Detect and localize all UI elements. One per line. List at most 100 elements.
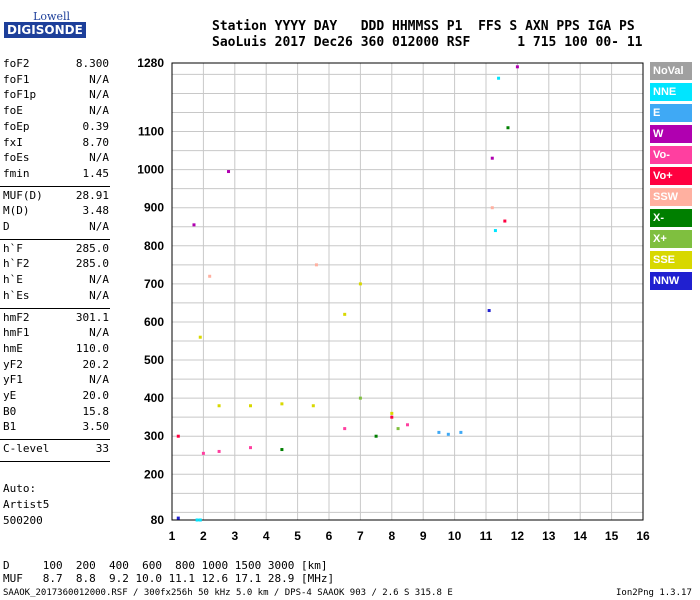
y-tick-label: 1100 [138,125,164,139]
param-name: fxI [3,135,23,149]
param-row: hmF2 301.1 [3,311,109,325]
data-point [390,411,394,415]
y-tick-label: 300 [144,429,164,443]
param-name: fmin [3,166,30,180]
x-tick-label: 14 [574,529,588,543]
param-name: foEs [3,151,30,165]
logo-line2: DIGISONDE [4,22,86,38]
x-tick-label: 2 [200,529,207,543]
param-name: hmF2 [3,310,30,324]
param-row: fxI 8.70 [3,136,109,150]
legend-item: X+ [650,230,692,248]
param-row: h`Es N/A [3,289,109,303]
data-point [343,312,347,316]
param-name: foE [3,104,23,118]
param-name: foF2 [3,57,30,70]
param-value: 8.300 [75,57,109,70]
y-tick-label: 1280 [137,56,164,70]
param-row: foEp 0.39 [3,120,109,134]
data-point [227,170,231,174]
data-point [503,219,507,223]
data-point [198,335,202,339]
data-point [374,434,378,438]
y-tick-label: 700 [144,277,164,291]
data-point [176,434,180,438]
param-value: N/A [89,288,109,302]
data-point [176,516,180,520]
legend-item: X- [650,209,692,227]
data-point [437,430,441,434]
param-row: hmF1 N/A [3,326,109,340]
y-tick-label: 900 [144,201,164,215]
lowell-digisonde-logo: Lowell DIGISONDE [4,10,86,40]
param-separator [0,439,110,441]
data-point [446,432,450,436]
data-point [217,404,221,408]
param-separator [0,307,110,309]
x-tick-label: 9 [420,529,427,543]
param-name: B0 [3,404,17,418]
param-value: N/A [89,220,109,233]
y-tick-label: 80 [151,513,165,527]
param-name: foEp [3,119,30,133]
param-value: N/A [89,373,109,387]
data-point [314,263,318,267]
param-name: h`F2 [3,257,30,271]
param-name: yE [3,389,17,402]
y-tick-label: 500 [144,353,164,367]
param-separator [0,460,110,462]
header-row2: SaoLuis 2017 Dec26 360 012000 RSF 1 715 … [212,35,643,50]
auto-code: 500200 [3,514,43,527]
data-point [390,415,394,419]
param-value: 110.0 [75,341,109,355]
header-row1: Station YYYY DAY DDD HHMMSS P1 FFS S AXN… [212,19,635,34]
data-point [358,282,362,286]
param-row: foEs N/A [3,151,109,165]
data-point [490,206,494,210]
param-row: yF2 20.2 [3,358,109,372]
param-name: MUF(D) [3,188,43,202]
legend-item: E [650,104,692,122]
param-row: hmE 110.0 [3,342,109,356]
data-point [280,402,284,406]
param-name: yF2 [3,357,23,371]
distance-row: D 100 200 400 600 800 1000 1500 3000 [km… [3,559,328,572]
param-value: 28.91 [75,188,109,202]
data-point [497,76,501,80]
param-name: foF1p [3,88,37,102]
x-tick-label: 4 [263,529,270,543]
param-value: N/A [89,72,109,86]
data-point [195,518,199,522]
data-point [396,427,400,431]
y-tick-label: 600 [144,315,164,329]
data-point [249,446,252,450]
footer-version: Ion2Png 1.3.17 [616,588,692,598]
y-tick-label: 200 [144,467,164,481]
legend-item: NNW [650,272,692,290]
x-tick-label: 15 [605,529,619,543]
param-name: yF1 [3,373,23,387]
param-value: N/A [89,326,109,340]
data-point [459,430,463,434]
param-row: foF1p N/A [3,88,109,102]
legend-item: SSW [650,188,692,206]
param-value: 20.0 [82,389,110,402]
param-value: 285.0 [75,241,109,255]
data-point [358,396,362,400]
data-point [490,156,494,160]
data-point [506,126,510,130]
auto-label: Auto: [3,482,37,495]
x-tick-label: 16 [636,529,650,543]
data-point [280,448,284,452]
x-tick-label: 10 [448,529,462,543]
param-value: N/A [89,273,109,287]
param-value: 33 [95,442,109,456]
y-tick-label: 1000 [137,163,164,177]
param-row: foF1 N/A [3,73,109,87]
param-name: hmF1 [3,326,30,340]
param-row: yE 20.0 [3,389,109,403]
data-point [198,518,202,522]
param-row: MUF(D) 28.91 [3,189,109,203]
param-value: N/A [89,88,109,102]
